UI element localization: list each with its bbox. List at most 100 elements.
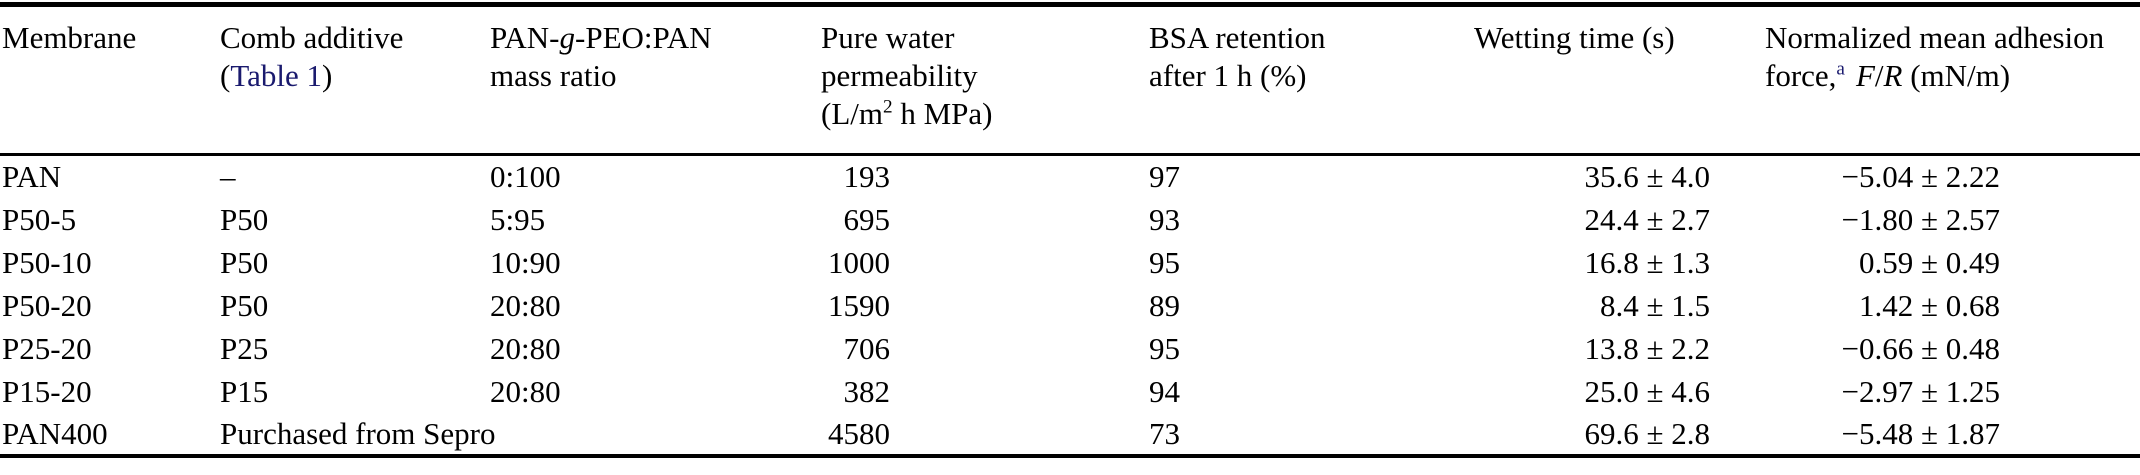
cell-comb-additive: P50 <box>220 287 269 323</box>
comb-additive-line1: Comb additive <box>220 20 404 55</box>
wetting-time-value: 16.8 ± 1.3 <box>1584 244 1710 280</box>
cell-wetting-time: 69.6 ± 2.8 <box>1474 413 1765 456</box>
header-row: Membrane Comb additive (Table 1) PAN-g-P… <box>0 4 2140 156</box>
adhesion-force-value: −1.80 ± 2.57 <box>1841 201 2001 237</box>
mass-ratio-line2: mass ratio <box>490 58 617 93</box>
wetting-time-label: Wetting time (s) <box>1474 20 1675 55</box>
cell-permeability: 706 <box>821 327 1149 370</box>
permeability-value: 695 <box>843 201 891 237</box>
col-header-permeability: Pure water permeability (L/m2 h MPa) <box>821 4 1149 156</box>
cell-wetting-time: 16.8 ± 1.3 <box>1474 241 1765 284</box>
permeability-value: 706 <box>843 330 891 366</box>
table-row: PAN400 Purchased from Sepro 4580 73 69.6… <box>0 413 2140 456</box>
cell-membrane: P50-5 <box>2 201 77 237</box>
cell-adhesion-force: −0.66 ± 0.48 <box>1765 327 2140 370</box>
adhesion-force-value: −2.97 ± 1.25 <box>1841 373 2001 409</box>
cell-comb-additive: – <box>220 159 236 195</box>
footnote-a-link[interactable]: a <box>1836 58 1845 80</box>
header-membrane-label: Membrane <box>2 20 137 55</box>
adhesion-force-value: 1.42 ± 0.68 <box>1858 287 2000 323</box>
table-1-link[interactable]: Table 1 <box>230 58 322 93</box>
cell-comb-additive: P50 <box>220 201 269 237</box>
cell-permeability: 382 <box>821 370 1149 413</box>
paren-open: ( <box>220 58 231 93</box>
mass-ratio-line1: PAN-g-PEO:PAN <box>490 19 821 57</box>
cell-bsa-retention: 93 <box>1149 201 1180 237</box>
cell-comb-additive: P15 <box>220 373 269 409</box>
cell-wetting-time: 35.6 ± 4.0 <box>1474 155 1765 198</box>
adhesion-force-value: −5.48 ± 1.87 <box>1841 415 2001 451</box>
cell-comb-additive: P25 <box>220 330 269 366</box>
col-header-mass-ratio: PAN-g-PEO:PAN mass ratio <box>490 4 821 156</box>
permeability-line1: Pure water <box>821 20 955 55</box>
cell-membrane: P25-20 <box>2 330 92 366</box>
cell-permeability: 4580 <box>821 413 1149 456</box>
cell-wetting-time: 8.4 ± 1.5 <box>1474 284 1765 327</box>
adhesion-force-word: force, <box>1765 58 1837 93</box>
adhesion-F-symbol: F <box>1855 58 1875 93</box>
permeability-line2: permeability <box>821 58 978 93</box>
table-row: P50-5 P50 5:95 695 93 24.4 ± 2.7 −1.80 ±… <box>0 198 2140 241</box>
permeability-unit-pre: (L/m <box>821 96 883 131</box>
wetting-time-value: 24.4 ± 2.7 <box>1584 201 1710 237</box>
permeability-unit-post: h MPa) <box>892 96 993 131</box>
permeability-value: 1590 <box>828 287 890 323</box>
adhesion-line1: Normalized mean adhesion <box>1765 20 2105 55</box>
cell-wetting-time: 24.4 ± 2.7 <box>1474 198 1765 241</box>
cell-permeability: 695 <box>821 198 1149 241</box>
permeability-value: 4580 <box>828 415 890 451</box>
wetting-time-value: 25.0 ± 4.6 <box>1584 373 1710 409</box>
cell-adhesion-force: 0.59 ± 0.49 <box>1765 241 2140 284</box>
table-row: PAN – 0:100 193 97 35.6 ± 4.0 −5.04 ± 2.… <box>0 155 2140 198</box>
mass-ratio-post: -PEO:PAN <box>575 20 712 55</box>
cell-mass-ratio: 20:80 <box>490 373 561 409</box>
table-row: P25-20 P25 20:80 706 95 13.8 ± 2.2 −0.66… <box>0 327 2140 370</box>
cell-mass-ratio: 5:95 <box>490 201 546 237</box>
cell-adhesion-force: −5.04 ± 2.22 <box>1765 155 2140 198</box>
adhesion-slash: / <box>1874 58 1884 93</box>
cell-adhesion-force: −2.97 ± 1.25 <box>1765 370 2140 413</box>
cell-bsa-retention: 95 <box>1149 330 1180 366</box>
wetting-time-value: 8.4 ± 1.5 <box>1599 287 1710 323</box>
cell-permeability: 193 <box>821 155 1149 198</box>
col-header-wetting-time: Wetting time (s) <box>1474 4 1765 156</box>
mass-ratio-g-italic: g <box>559 20 576 55</box>
wetting-time-value: 13.8 ± 2.2 <box>1584 330 1710 366</box>
paren-close: ) <box>321 58 333 93</box>
membrane-properties-table: Membrane Comb additive (Table 1) PAN-g-P… <box>0 2 2140 458</box>
permeability-unit: (L/m2 h MPa) <box>821 95 1149 133</box>
table-row: P50-10 P50 10:90 1000 95 16.8 ± 1.3 0.59… <box>0 241 2140 284</box>
adhesion-unit: (mN/m) <box>1902 58 2011 93</box>
col-header-membrane: Membrane <box>0 4 220 156</box>
cell-bsa-retention: 97 <box>1149 159 1180 195</box>
cell-membrane: PAN <box>2 159 62 195</box>
cell-adhesion-force: −5.48 ± 1.87 <box>1765 413 2140 456</box>
adhesion-force-value: 0.59 ± 0.49 <box>1858 244 2000 280</box>
table-row: P50-20 P50 20:80 1590 89 8.4 ± 1.5 1.42 … <box>0 284 2140 327</box>
cell-bsa-retention: 89 <box>1149 287 1180 323</box>
cell-mass-ratio: 10:90 <box>490 244 561 280</box>
cell-bsa-retention: 73 <box>1149 415 1180 451</box>
cell-mass-ratio: 0:100 <box>490 159 561 195</box>
cell-adhesion-force: −1.80 ± 2.57 <box>1765 198 2140 241</box>
wetting-time-value: 35.6 ± 4.0 <box>1584 159 1710 195</box>
cell-permeability: 1000 <box>821 241 1149 284</box>
cell-mass-ratio: 20:80 <box>490 330 561 366</box>
cell-adhesion-force: 1.42 ± 0.68 <box>1765 284 2140 327</box>
cell-membrane: P50-20 <box>2 287 92 323</box>
col-header-bsa-retention: BSA retention after 1 h (%) <box>1149 4 1474 156</box>
permeability-unit-superscript: 2 <box>883 96 893 118</box>
mass-ratio-pre: PAN- <box>490 20 560 55</box>
cell-mass-ratio: 20:80 <box>490 287 561 323</box>
adhesion-force-value: −0.66 ± 0.48 <box>1841 330 2001 366</box>
cell-membrane: P15-20 <box>2 373 92 409</box>
cell-comb-additive: P50 <box>220 244 269 280</box>
permeability-value: 1000 <box>828 244 890 280</box>
cell-bsa-retention: 95 <box>1149 244 1180 280</box>
adhesion-line2: force,a F/R (mN/m) <box>1765 57 2140 95</box>
cell-permeability: 1590 <box>821 284 1149 327</box>
col-header-comb-additive: Comb additive (Table 1) <box>220 4 490 156</box>
comb-additive-line2: (Table 1) <box>220 57 490 95</box>
permeability-value: 382 <box>843 373 891 409</box>
